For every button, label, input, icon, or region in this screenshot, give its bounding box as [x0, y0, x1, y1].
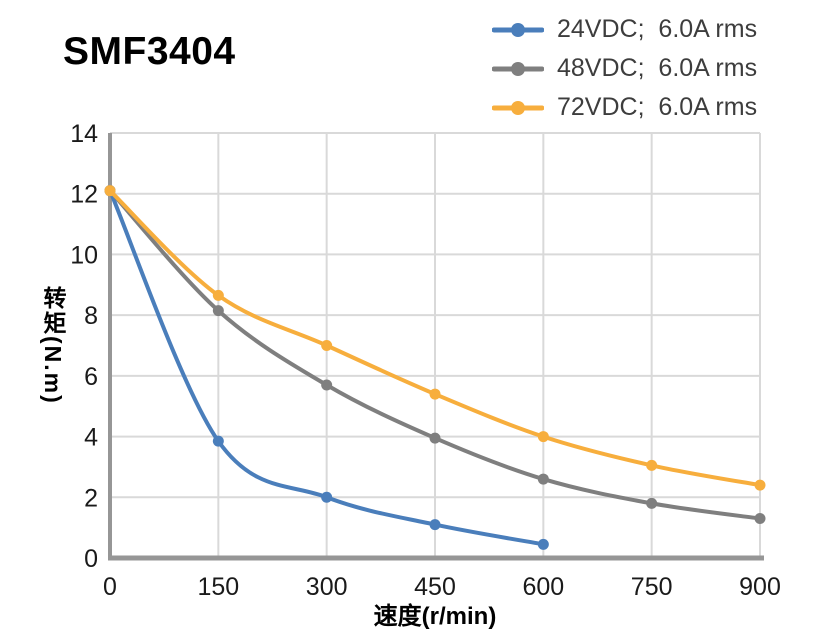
data-point-48vdc: [212, 305, 224, 317]
data-point-72vdc: [104, 185, 116, 197]
legend-marker-72vdc-icon: [492, 100, 544, 115]
y-tick-label: 10: [70, 241, 98, 269]
x-tick-label: 300: [306, 573, 348, 601]
legend-label-48vdc: 48VDC; 6.0A rms: [557, 54, 758, 82]
series-line-24vdc: [108, 188, 546, 547]
legend-label-72vdc: 72VDC; 6.0A rms: [557, 93, 758, 121]
x-tick-label: 150: [197, 573, 239, 601]
legend-label-24vdc: 24VDC; 6.0A rms: [557, 15, 758, 43]
y-tick-label: 0: [84, 545, 98, 573]
x-tick-label: 450: [414, 573, 456, 601]
legend-item-24vdc[interactable]: 24VDC; 6.0A rms: [492, 10, 757, 49]
data-point-48vdc: [646, 497, 658, 509]
data-point-72vdc: [646, 459, 658, 471]
y-tick-label: 4: [84, 424, 98, 452]
y-tick-label: 6: [84, 363, 98, 391]
legend-item-48vdc[interactable]: 48VDC; 6.0A rms: [492, 49, 757, 88]
y-tick-label: 14: [70, 120, 98, 148]
y-axis-title: 转矩(N.m): [40, 286, 66, 405]
x-tick-label: 750: [631, 573, 673, 601]
data-point-24vdc: [537, 538, 549, 550]
chart-title: SMF3404: [63, 30, 236, 73]
data-point-72vdc: [537, 431, 549, 443]
series-markers-72vdc: [104, 185, 766, 491]
data-point-72vdc: [754, 479, 766, 491]
data-point-48vdc: [321, 379, 333, 391]
data-point-48vdc: [429, 432, 441, 444]
data-point-48vdc: [537, 473, 549, 485]
data-point-72vdc: [429, 388, 441, 400]
legend-item-72vdc[interactable]: 72VDC; 6.0A rms: [492, 88, 757, 127]
legend-marker-24vdc-icon: [492, 22, 544, 37]
data-point-24vdc: [321, 491, 333, 503]
data-point-72vdc: [321, 340, 333, 351]
x-tick-label: 600: [522, 573, 564, 601]
legend-marker-48vdc-icon: [492, 61, 544, 76]
data-point-24vdc: [429, 519, 441, 531]
x-tick-label: 0: [103, 573, 117, 601]
x-tick-label: 900: [739, 573, 781, 601]
y-tick-label: 12: [70, 181, 98, 209]
y-tick-label: 2: [84, 484, 98, 512]
legend: 24VDC; 6.0A rms 48VDC; 6.0A rms 72VDC; 6.0…: [492, 10, 757, 127]
x-axis-title: 速度(r/min): [373, 603, 497, 630]
data-point-72vdc: [212, 289, 224, 301]
y-tick-label: 8: [84, 302, 98, 330]
data-point-48vdc: [754, 513, 766, 525]
data-point-24vdc: [212, 435, 224, 447]
